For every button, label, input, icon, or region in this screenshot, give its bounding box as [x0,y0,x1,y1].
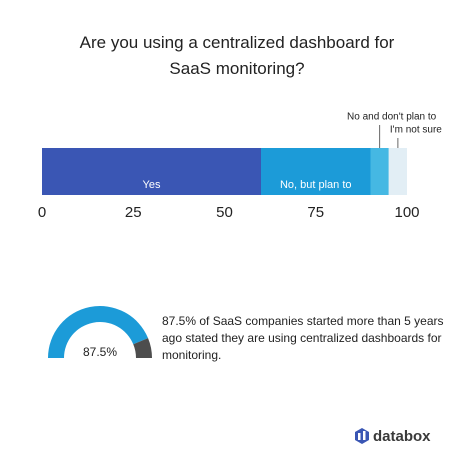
gauge-rest [133,338,152,358]
bar-segment [388,148,407,195]
x-tick-label: 100 [394,204,419,221]
brand-name: databox [373,428,431,445]
x-tick-label: 0 [38,204,46,221]
brand-logo: databox [355,428,431,445]
segment-label: No and don't plan to [347,112,437,123]
logo-bar [358,433,361,440]
x-tick-label: 50 [216,204,233,221]
bar-segment [261,148,371,195]
logo-icon [355,428,369,444]
title-box: Are you using a centralized dashboard fo… [79,33,395,78]
gauge-value [48,306,149,358]
x-tick-label: 25 [125,204,142,221]
bar-segment [370,148,389,195]
segment-label: No, but plan to [280,179,352,191]
gauge-label: 87.5% [83,345,117,359]
bar-segment [42,148,261,195]
chart-title: Are you using a centralized dashboard fo… [79,33,395,78]
segment-label: I'm not sure [390,125,442,136]
logo-bar [363,431,366,440]
gauge-description: 87.5% of SaaS companies started more tha… [162,314,444,362]
x-tick-label: 75 [307,204,324,221]
segment-label: Yes [143,179,161,191]
